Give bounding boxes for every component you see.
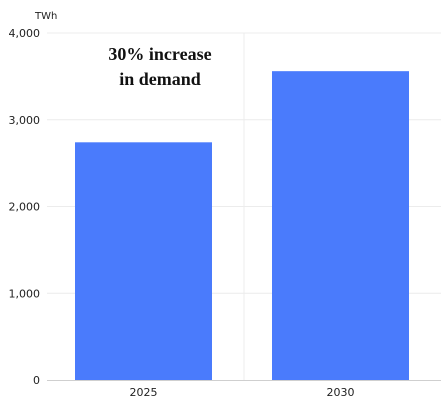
bars <box>75 71 409 381</box>
y-axis-ticks: 0 1,000 2,000 3,000 4,000 <box>9 27 41 387</box>
bar-2025 <box>75 142 212 380</box>
y-tick-label: 4,000 <box>9 27 41 40</box>
x-tick-label: 2030 <box>327 386 355 399</box>
y-tick-label: 3,000 <box>9 114 41 127</box>
y-axis-unit-label: TWh <box>34 11 57 22</box>
annotation-line: 30% increase <box>108 44 211 64</box>
annotation-line: in demand <box>119 69 201 89</box>
y-tick-label: 0 <box>33 374 40 387</box>
bar-2030 <box>272 71 409 381</box>
y-tick-label: 1,000 <box>9 287 41 300</box>
annotation-text: 30% increase in demand <box>108 44 211 89</box>
x-tick-label: 2025 <box>130 386 158 399</box>
y-tick-label: 2,000 <box>9 201 41 214</box>
x-axis-ticks: 2025 2030 <box>130 386 355 399</box>
